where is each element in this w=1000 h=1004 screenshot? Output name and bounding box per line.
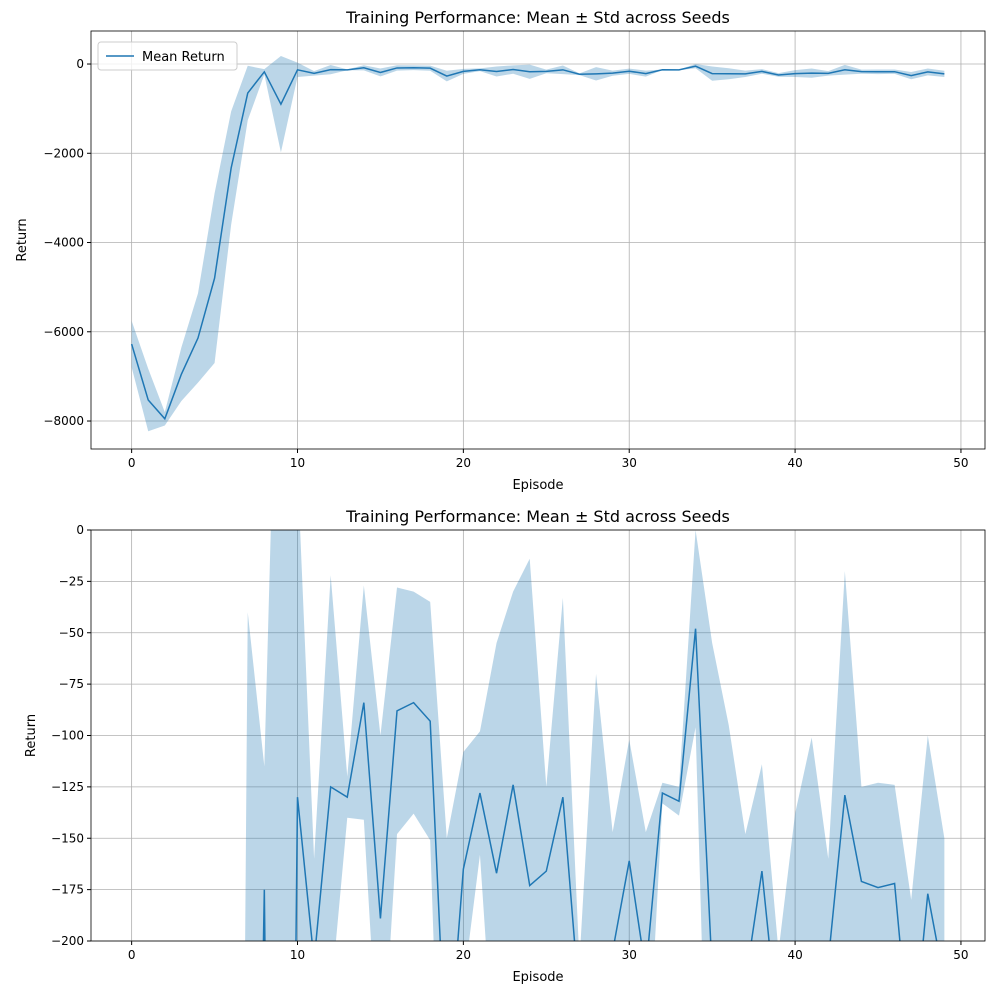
x-tick-label: 40 <box>787 948 802 962</box>
y-tick-label: −4000 <box>43 236 84 250</box>
legend-box <box>97 41 238 71</box>
x-tick-label: 10 <box>290 456 305 470</box>
x-tick-label: 50 <box>953 456 968 470</box>
y-axis-label: Return <box>24 714 39 757</box>
axes-frame <box>90 30 986 450</box>
y-tick-label: 0 <box>76 523 84 537</box>
mean-line <box>262 628 938 941</box>
x-tick-label: 0 <box>128 456 136 470</box>
y-tick-label: −75 <box>59 677 84 691</box>
chart-title: Training Performance: Mean ± Std across … <box>345 8 730 27</box>
y-tick-label: −25 <box>59 574 84 588</box>
x-tick-label: 30 <box>622 456 637 470</box>
plot-area <box>245 530 945 941</box>
y-tick-label: −2000 <box>43 146 84 160</box>
legend-label: Mean Return <box>142 50 225 65</box>
x-tick-label: 20 <box>456 456 471 470</box>
x-tick-label: 20 <box>456 948 471 962</box>
x-axis-label: Episode <box>512 970 563 985</box>
y-tick-label: −125 <box>51 780 84 794</box>
y-tick-label: −8000 <box>43 414 84 428</box>
x-tick-label: 30 <box>622 948 637 962</box>
y-tick-label: −6000 <box>43 325 84 339</box>
y-tick-label: −50 <box>59 626 84 640</box>
x-axis-label: Episode <box>512 478 563 493</box>
y-tick-label: −150 <box>51 831 84 845</box>
mean-line <box>130 65 945 421</box>
y-tick-label: −175 <box>51 883 84 897</box>
plot-area <box>130 55 945 432</box>
y-axis-label: Return <box>15 218 30 261</box>
y-tick-label: −100 <box>51 729 84 743</box>
x-tick-label: 50 <box>953 948 968 962</box>
y-tick-label: −200 <box>51 934 84 948</box>
x-tick-label: 0 <box>128 948 136 962</box>
std-band <box>245 530 945 941</box>
x-tick-label: 40 <box>787 456 802 470</box>
y-tick-label: 0 <box>76 57 84 71</box>
chart-title: Training Performance: Mean ± Std across … <box>345 507 730 526</box>
axes-frame <box>90 529 986 942</box>
x-tick-label: 10 <box>290 948 305 962</box>
